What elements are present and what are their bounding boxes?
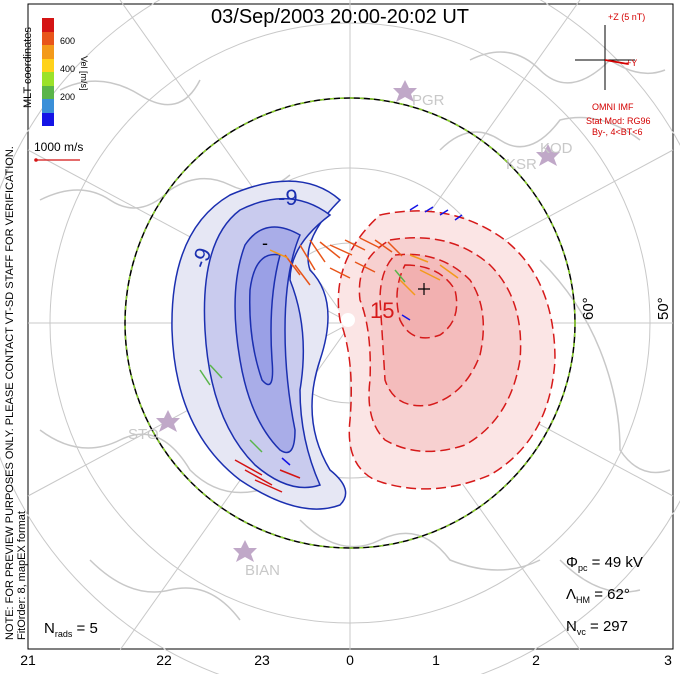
mlt-tick: 22 <box>156 652 172 668</box>
colorbar-title: Vel [m/s] <box>79 56 89 91</box>
colorbar-segment <box>42 112 54 126</box>
potential-max-marker <box>418 283 430 295</box>
imf-z-label: +Z (5 nT) <box>608 12 646 22</box>
site-label-ksr: KSR <box>506 156 537 173</box>
mlt-tick: 3 <box>664 652 672 668</box>
map-title: 03/Sep/2003 20:00-20:02 UT <box>211 6 469 28</box>
stat-phi-pc: Φpc = 49 kV <box>566 554 643 573</box>
colorbar-segment <box>42 58 54 72</box>
colorbar-segment <box>42 31 54 45</box>
fit-order-note: FitOrder: 8, mapEX format <box>16 511 28 640</box>
stat-n-rads: Nrads = 5 <box>44 620 98 639</box>
imf-y-label: +Y <box>626 58 638 68</box>
mlt-axis: 21 22 23 0 1 2 3 <box>0 652 680 674</box>
contour-label-neg-dash: - <box>262 233 268 253</box>
colorbar-segment <box>42 99 54 113</box>
site-label-sto: STO <box>128 426 159 443</box>
mlt-tick: 21 <box>20 652 36 668</box>
contour-label-pos: 15 <box>370 298 395 323</box>
preview-note: NOTE: FOR PREVIEW PURPOSES ONLY. PLEASE … <box>4 146 16 640</box>
positive-potential-cell <box>337 210 556 490</box>
colorbar-segment <box>42 72 54 86</box>
colorbar-label-400: 400 <box>60 64 76 74</box>
mlt-tick: 2 <box>532 652 540 668</box>
mlt-tick: 1 <box>432 652 440 668</box>
mlt-tick: 23 <box>254 652 270 668</box>
colorbar-label-200: 200 <box>60 92 76 102</box>
site-label-pgr: PGR <box>412 92 445 109</box>
site-label-kod: KOD <box>540 140 573 157</box>
colorbar-segment <box>42 18 54 32</box>
imf-model-params: By-, 4<BT<6 <box>592 127 643 137</box>
colorbar-segment <box>42 45 54 59</box>
data-gap <box>341 313 355 327</box>
velocity-vectors <box>199 204 463 493</box>
negative-potential-cell <box>171 180 347 510</box>
imf-model: Stat Mod: RG96 <box>586 116 651 126</box>
mlt-tick: 0 <box>346 652 354 668</box>
latitude-label-50: 50° <box>655 297 672 320</box>
site-label-bian: BIAN <box>245 562 281 579</box>
hm-boundary-vectors <box>124 97 576 549</box>
colorbar-label-600: 600 <box>60 36 76 46</box>
contour-label-neg-outer: -9 <box>278 185 298 210</box>
latitude-label-60: 60° <box>580 297 597 320</box>
stat-n-vc: Nvc = 297 <box>566 618 628 637</box>
stat-lambda-hm: ΛHM = 62° <box>566 586 630 605</box>
imf-source: OMNI IMF <box>592 102 634 112</box>
coordinate-system-label: MLT coordinates <box>22 27 34 108</box>
colorbar-segment <box>42 85 54 99</box>
imf-dial <box>575 25 635 90</box>
velocity-colorbar <box>42 18 54 126</box>
scale-vector-label: 1000 m/s <box>34 140 84 154</box>
radar-site-markers <box>156 80 560 562</box>
